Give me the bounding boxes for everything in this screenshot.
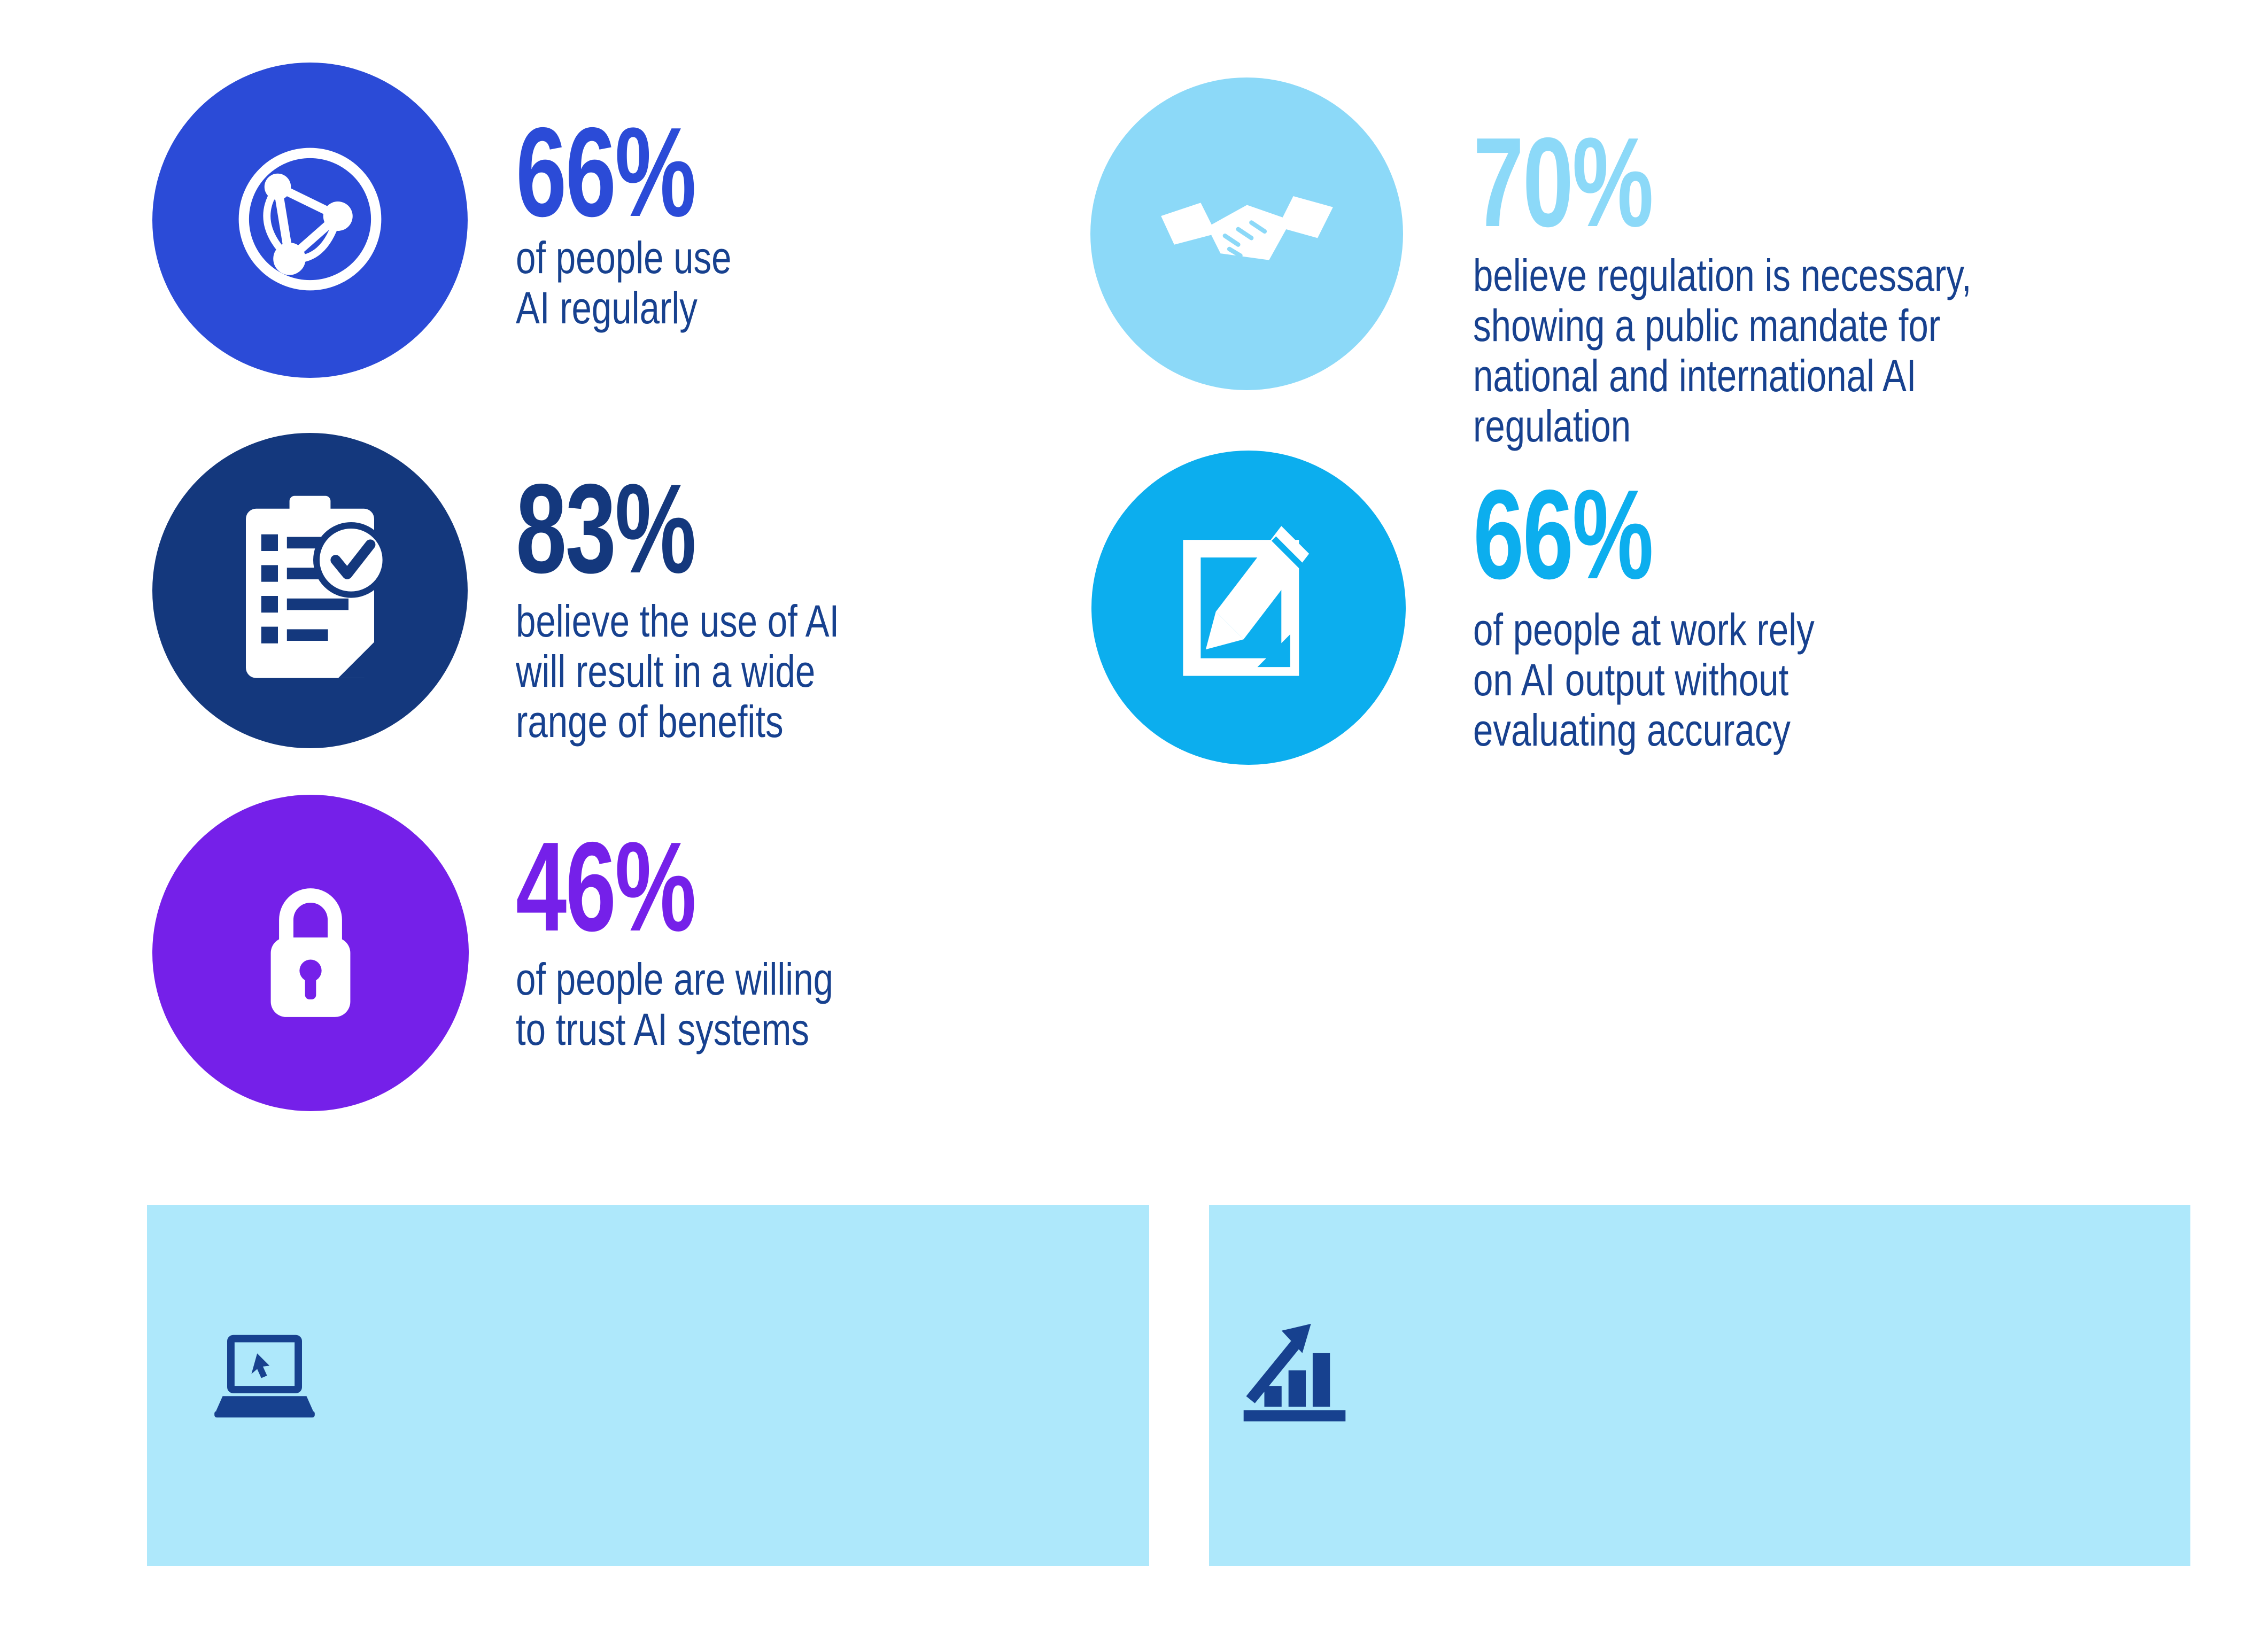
handshake-icon (1159, 171, 1335, 297)
growth-chart-icon (1238, 1312, 1351, 1430)
info-box-emerging-economies: Higher adoption and trust of AI in emerg… (1209, 1205, 2190, 1566)
stat-value-regulation: 70% (1473, 112, 1654, 253)
stat-circle-use-ai (152, 63, 468, 378)
stat-value-rely-output: 66% (1473, 464, 1654, 606)
padlock-icon (244, 869, 377, 1037)
info-box-demographics: Demographic differences Trust, AI litera… (147, 1205, 1149, 1566)
stat-circle-trust (152, 795, 469, 1111)
stat-text-use-ai: of people use AI regularly (516, 232, 732, 333)
network-globe-icon (222, 131, 398, 310)
stat-value-benefits: 83% (516, 458, 696, 600)
stat-value-use-ai: 66% (516, 102, 696, 243)
laptop-cursor-icon (211, 1333, 318, 1427)
stat-circle-regulation (1090, 77, 1403, 390)
stat-value-trust: 46% (516, 816, 696, 958)
stat-text-trust: of people are willing to trust AI system… (516, 954, 833, 1054)
stat-circle-rely-output (1091, 451, 1406, 765)
stat-text-regulation: believe regulation is necessary, showing… (1473, 250, 1972, 451)
stat-text-rely-output: of people at work rely on AI output with… (1473, 604, 1815, 755)
stat-text-benefits: believe the use of AI will result in a w… (516, 596, 840, 747)
stat-circle-benefits (152, 433, 468, 748)
edit-note-icon (1166, 518, 1331, 697)
checklist-icon (233, 493, 389, 688)
